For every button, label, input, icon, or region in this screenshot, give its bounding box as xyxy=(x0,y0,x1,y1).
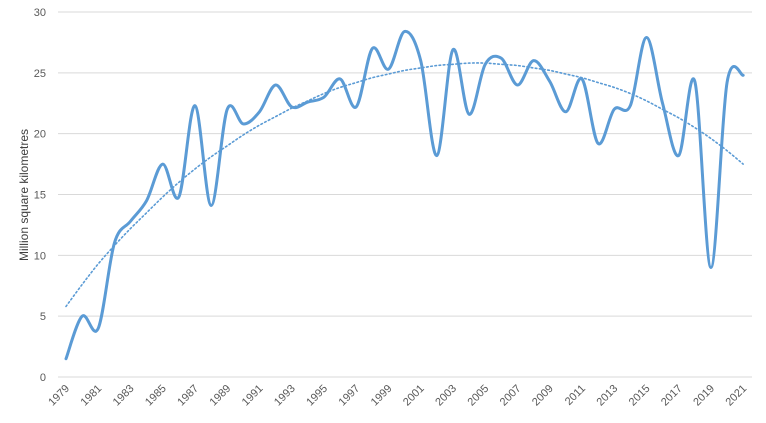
x-tick-label: 1997 xyxy=(337,383,363,409)
trend-line-dotted xyxy=(65,62,744,308)
series-group xyxy=(64,29,745,361)
x-axis-ticks: 1979 1981 1983 1985 1987 1989 1991 1993 1995 1997… xyxy=(46,383,749,409)
x-tick-label: 2001 xyxy=(401,383,427,409)
x-tick-label: 2019 xyxy=(691,383,717,409)
x-tick-label: 2003 xyxy=(433,383,459,409)
x-tick-label: 2021 xyxy=(723,383,749,409)
data-line xyxy=(64,29,745,361)
y-tick-label: 0 xyxy=(40,372,46,384)
x-tick-label: 1989 xyxy=(208,383,234,409)
x-tick-label: 1979 xyxy=(46,383,72,409)
x-tick-label: 2009 xyxy=(530,383,556,409)
x-tick-label: 1995 xyxy=(304,383,330,409)
y-tick-label: 15 xyxy=(34,190,46,202)
x-tick-label: 1993 xyxy=(272,383,298,409)
x-tick-label: 2013 xyxy=(595,383,621,409)
gridlines xyxy=(58,11,752,378)
y-tick-label: 10 xyxy=(34,250,46,262)
x-tick-label: 1981 xyxy=(79,383,105,409)
x-tick-label: 2017 xyxy=(659,383,685,409)
x-tick-label: 2011 xyxy=(563,383,588,408)
x-tick-label: 1985 xyxy=(143,383,169,409)
y-axis-label: Million square kilometres xyxy=(17,129,31,261)
y-tick-label: 20 xyxy=(34,129,46,141)
y-axis-ticks: 0 5 10 15 20 25 30 xyxy=(34,7,46,384)
y-tick-label: 30 xyxy=(34,7,46,19)
x-tick-label: 1987 xyxy=(175,383,201,409)
x-tick-label: 2005 xyxy=(466,383,492,409)
x-tick-label: 2015 xyxy=(627,383,653,409)
x-tick-label: 1999 xyxy=(369,383,395,409)
x-tick-label: 1983 xyxy=(111,383,137,409)
y-tick-label: 5 xyxy=(40,311,46,323)
y-tick-label: 25 xyxy=(34,68,46,80)
x-tick-label: 2007 xyxy=(498,383,524,409)
x-tick-label: 1991 xyxy=(240,383,266,409)
